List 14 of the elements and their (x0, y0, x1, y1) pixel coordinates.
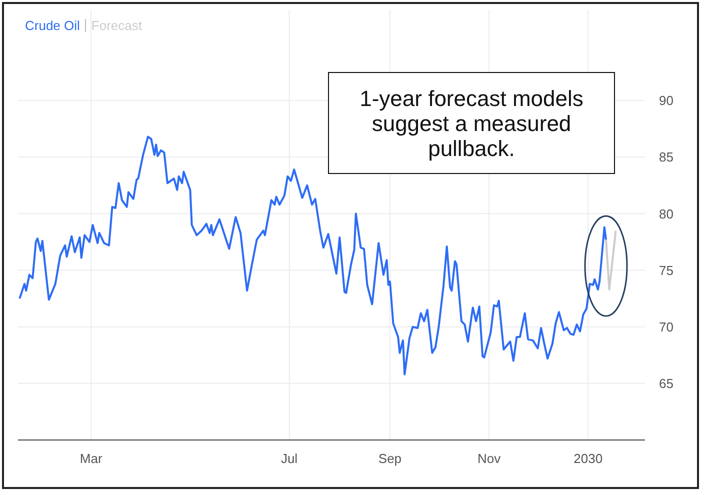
y-tick-label: 75 (659, 262, 674, 278)
x-tick-label: Sep (378, 451, 402, 466)
text: Crude Oil (25, 18, 80, 33)
line-series (18, 136, 608, 376)
x-tick-label: Nov (478, 451, 502, 466)
y-tick-label: 65 (659, 376, 674, 392)
x-tick-label: Jul (280, 451, 298, 466)
x-tick-label: Mar (80, 451, 103, 466)
annotation: 1-year forecast models suggest a measured pullback. (358, 86, 584, 160)
y-tick-label: 70 (659, 319, 674, 334)
y-tick-label: 80 (659, 206, 674, 222)
y-tick-label: 85 (659, 150, 674, 165)
y-tick-label: 90 (659, 93, 674, 108)
x-tick-label: 2030 (574, 451, 603, 466)
